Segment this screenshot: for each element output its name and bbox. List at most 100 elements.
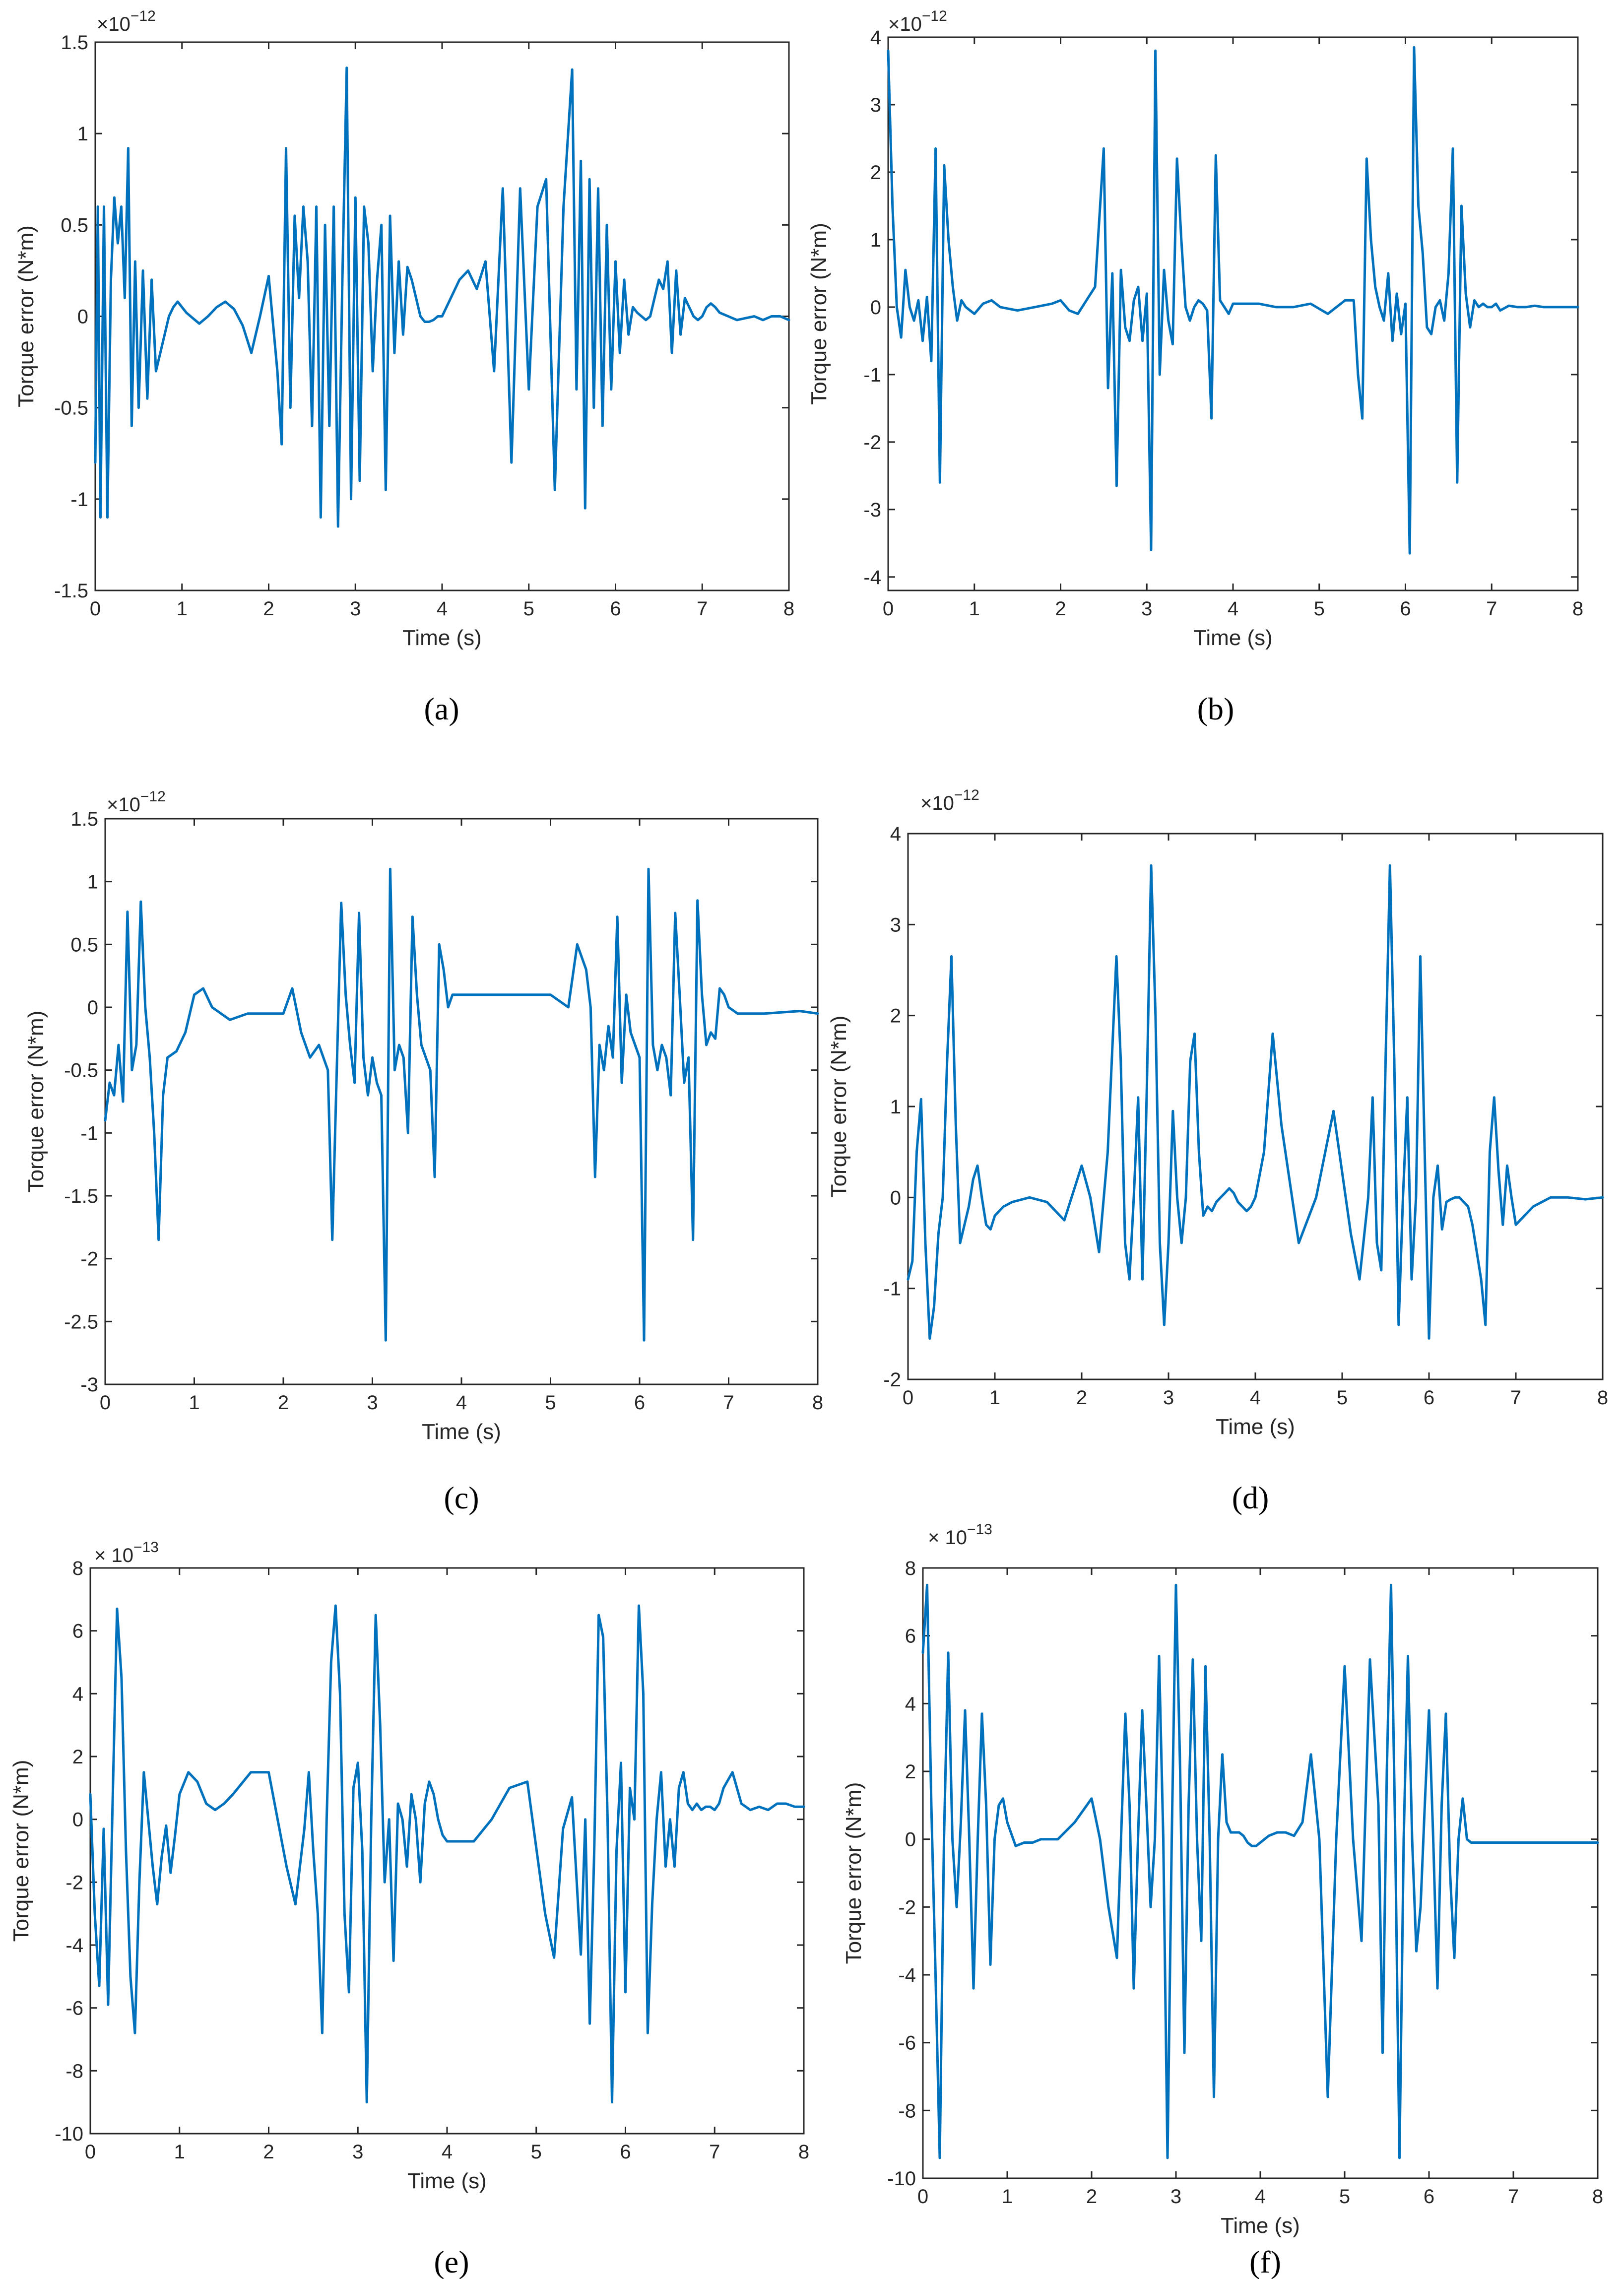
x-tick-label: 8 <box>1592 2186 1603 2208</box>
x-tick-label: 3 <box>1141 598 1152 620</box>
exponent-base: ×10 <box>97 13 130 35</box>
y-tick-label: -10 <box>55 2123 83 2145</box>
y-axis-label: Torque error (N*m) <box>9 1760 33 1942</box>
x-tick-label: 2 <box>1076 1387 1087 1409</box>
x-tick-label: 4 <box>1255 2186 1266 2208</box>
x-tick-label: 4 <box>442 2141 453 2163</box>
x-tick-label: 6 <box>1424 1387 1434 1409</box>
x-tick-label: 2 <box>263 598 274 620</box>
axis-exponent-label: ×10−12 <box>888 8 947 35</box>
y-tick-label: 8 <box>72 1558 83 1579</box>
y-tick-label: -1 <box>80 1122 98 1144</box>
y-tick-label: -1.5 <box>64 1185 98 1207</box>
y-tick-label: -8 <box>65 2060 83 2082</box>
x-tick-label: 6 <box>1424 2186 1434 2208</box>
x-tick-label: 3 <box>367 1392 378 1414</box>
x-tick-label: 6 <box>634 1392 645 1414</box>
y-tick-label: 0 <box>77 306 88 328</box>
x-tick-label: 2 <box>278 1392 289 1414</box>
y-tick-label: 1 <box>87 871 98 893</box>
panel-caption: (a) <box>424 691 459 726</box>
y-tick-label: 2 <box>905 1761 916 1783</box>
y-tick-label: -6 <box>65 1998 83 2019</box>
y-tick-label: 1.5 <box>61 32 88 54</box>
axes-box <box>104 818 819 1385</box>
chart-panel-d: 0 1 2 3 4 5 6 7 8 -2 -1 0 1 2 3 4 ×10−12 Time (s) Torque e… <box>827 787 1608 1515</box>
x-tick-label: 5 <box>1337 1387 1348 1409</box>
y-tick-label: -4 <box>863 567 881 588</box>
x-tick-label: 6 <box>620 2141 631 2163</box>
axes-box <box>89 1567 805 2135</box>
x-tick-label: 8 <box>798 2141 809 2163</box>
y-tick-label: -1 <box>883 1278 901 1300</box>
panel-caption: (d) <box>1232 1480 1269 1515</box>
x-tick-label: 7 <box>1510 1387 1521 1409</box>
y-tick-label: -1 <box>70 489 88 511</box>
x-tick-label: 0 <box>85 2141 96 2163</box>
chart-panel-b: 0 1 2 3 4 5 6 7 8 -4 -3 -2 -1 0 1 2 3 4 ×10−12 Time (s) Torq… <box>807 8 1583 726</box>
exponent-power: −12 <box>922 8 947 24</box>
y-tick-label: -2 <box>863 432 881 454</box>
exponent-power: −13 <box>967 1521 992 1538</box>
x-tick-label: 1 <box>1002 2186 1013 2208</box>
y-tick-label: 4 <box>870 27 881 49</box>
x-tick-label: 6 <box>610 598 621 620</box>
y-tick-label: -2 <box>898 1896 916 1918</box>
y-tick-label: 6 <box>905 1626 916 1647</box>
y-tick-label: -6 <box>898 2032 916 2054</box>
y-tick-label: -4 <box>65 1935 83 1956</box>
exponent-base: ×10 <box>107 794 140 816</box>
x-axis-label: Time (s) <box>1216 1415 1295 1439</box>
x-axis-label: Time (s) <box>407 2169 487 2193</box>
x-tick-label: 4 <box>456 1392 467 1414</box>
y-tick-label: 6 <box>72 1621 83 1642</box>
y-tick-label: 2 <box>72 1746 83 1768</box>
x-tick-label: 8 <box>1597 1387 1608 1409</box>
y-tick-label: 0 <box>905 1829 916 1851</box>
y-tick-label: 4 <box>890 823 901 845</box>
x-tick-label: 3 <box>1163 1387 1174 1409</box>
x-tick-label: 5 <box>523 598 534 620</box>
y-tick-label: -10 <box>887 2168 916 2190</box>
y-tick-label: -0.5 <box>54 397 88 419</box>
x-tick-label: 4 <box>437 598 448 620</box>
x-tick-label: 7 <box>697 598 708 620</box>
y-tick-label: -2 <box>80 1248 98 1270</box>
panel-caption: (b) <box>1197 691 1234 726</box>
panel-caption: (c) <box>444 1480 479 1515</box>
y-tick-label: 4 <box>72 1683 83 1705</box>
x-tick-label: 8 <box>1572 598 1583 620</box>
x-tick-label: 7 <box>723 1392 734 1414</box>
exponent-base: × 10 <box>94 1545 133 1566</box>
x-tick-label: 2 <box>263 2141 274 2163</box>
y-axis-label: Torque error (N*m) <box>842 1782 866 1964</box>
exponent-base: ×10 <box>888 13 922 35</box>
x-tick-label: 0 <box>90 598 101 620</box>
x-tick-label: 7 <box>1486 598 1497 620</box>
y-axis-label: Torque error (N*m) <box>14 225 38 407</box>
x-tick-label: 8 <box>783 598 794 620</box>
x-axis-label: Time (s) <box>422 1420 501 1444</box>
series-line-1 <box>921 1583 1599 2159</box>
chart-panel-c: 0 1 2 3 4 5 6 7 8 -3 -2.5 -2 -1.5 -1 -0.5 0 0.5 1 1.5 ×10−1… <box>24 788 823 1515</box>
x-tick-label: 3 <box>350 598 361 620</box>
exponent-base: ×10 <box>920 792 954 814</box>
panel-caption: (e) <box>434 2244 469 2279</box>
exponent-base: × 10 <box>928 1527 967 1549</box>
x-tick-label: 4 <box>1228 598 1238 620</box>
x-tick-label: 5 <box>1339 2186 1350 2208</box>
y-tick-label: -3 <box>863 499 881 521</box>
y-tick-label: 1 <box>890 1096 901 1118</box>
x-tick-label: 1 <box>174 2141 185 2163</box>
y-tick-label: 0 <box>890 1187 901 1209</box>
x-tick-label: 5 <box>545 1392 556 1414</box>
x-tick-label: 1 <box>177 598 188 620</box>
series-line-1 <box>104 867 819 1342</box>
y-tick-label: -2 <box>65 1872 83 1893</box>
x-tick-label: 2 <box>1055 598 1066 620</box>
y-tick-label: -1 <box>863 364 881 386</box>
y-tick-label: -3 <box>80 1374 98 1396</box>
x-tick-label: 2 <box>1086 2186 1097 2208</box>
x-tick-label: 1 <box>189 1392 199 1414</box>
